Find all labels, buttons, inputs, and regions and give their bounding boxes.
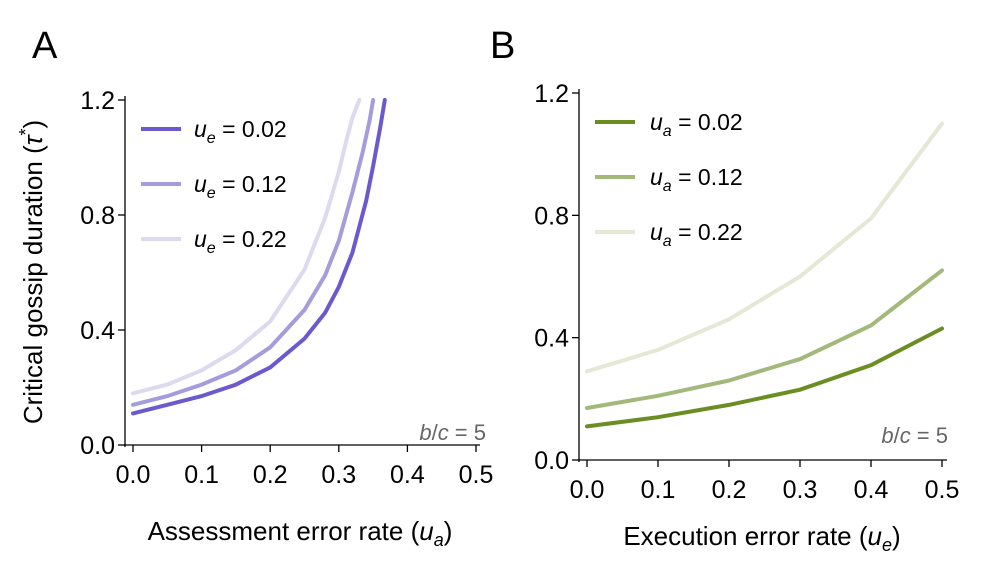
y-tick-label-a: 1.2 [80, 87, 115, 115]
x-tick-label-a: 0.1 [184, 461, 219, 489]
x-tick-label-b: 0.3 [783, 476, 818, 504]
panel-a: A 0.0 0.1 0.2 0.3 0.4 0.5 0.0 0.4 0.8 1.2 ue = 0.02… [16, 25, 493, 550]
x-tick-label-b: 0.0 [570, 476, 605, 504]
series-line-a-3 [131, 98, 362, 396]
x-tick-label-b: 0.2 [712, 476, 747, 504]
bc-annotation-b: b/c = 5 [881, 423, 948, 448]
y-tick-label-a: 0.0 [80, 432, 115, 460]
x-axis-title-a: Assessment error rate (ua) [148, 516, 453, 550]
x-tick-label-b: 0.1 [641, 476, 676, 504]
y-tick-label-a: 0.4 [80, 317, 115, 345]
x-tick-label-a: 0.5 [459, 461, 494, 489]
panel-letter-b: B [490, 25, 515, 67]
legend-label-a-1: ue = 0.02 [194, 116, 287, 147]
x-tick-label-a: 0.3 [321, 461, 356, 489]
panel-b: B 0.0 0.1 0.2 0.3 0.4 0.5 0.0 0.4 0.8 1.2 ua = 0.02… [490, 25, 959, 555]
legend-label-b-3: ua = 0.22 [650, 219, 743, 250]
y-axis-title-a: Critical gossip duration (τ*) [16, 120, 48, 424]
series-line-b-1 [585, 326, 944, 429]
y-tick-label-b: 1.2 [534, 80, 569, 108]
y-tick-label-b: 0.4 [534, 325, 569, 353]
x-tick-label-a: 0.2 [253, 461, 288, 489]
legend-label-b-1: ua = 0.02 [650, 109, 743, 140]
series-line-b-2 [585, 268, 944, 410]
series-line-a-1 [131, 98, 387, 416]
x-tick-label-a: 0.4 [390, 461, 425, 489]
y-tick-label-b: 0.8 [534, 202, 569, 230]
series-line-a-2 [131, 98, 376, 407]
y-tick-label-a: 0.8 [80, 202, 115, 230]
panel-letter-a: A [32, 25, 58, 67]
x-axis-title-b: Execution error rate (ue) [623, 521, 900, 555]
x-tick-label-a: 0.0 [116, 461, 151, 489]
x-tick-label-b: 0.5 [925, 476, 960, 504]
series-line-b-3 [585, 121, 944, 374]
y-tick-label-b: 0.0 [534, 447, 569, 475]
bc-annotation-a: b/c = 5 [419, 420, 486, 445]
x-tick-label-b: 0.4 [854, 476, 889, 504]
legend-label-a-2: ue = 0.12 [194, 171, 287, 202]
legend-label-a-3: ue = 0.22 [194, 226, 287, 257]
legend-label-b-2: ua = 0.12 [650, 164, 743, 195]
